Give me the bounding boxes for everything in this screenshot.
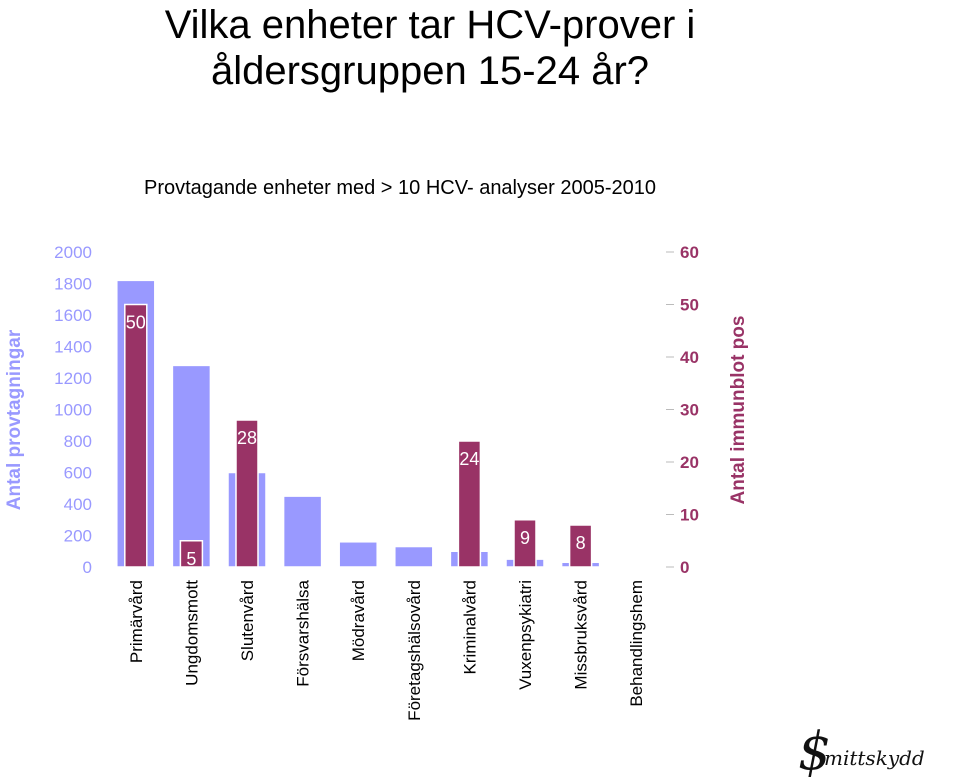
left-tick-label: 1600	[54, 306, 92, 325]
category-label: Primärvård	[127, 580, 146, 663]
bar-provtagningar	[616, 565, 656, 569]
bar-provtagningar	[338, 541, 378, 568]
left-axis: 0 200 400 600 800 1000 1200 1400 1600 1800 2000	[54, 243, 92, 577]
right-tick-label: 0	[680, 558, 689, 577]
right-axis: 0 10 20 30 40 50 60	[666, 243, 699, 577]
category-label: Slutenvård	[238, 580, 257, 661]
category-label: Mödravård	[349, 580, 368, 661]
page-title: Vilka enheter tar HCV-prover i åldersgru…	[0, 2, 860, 94]
immunblot-value-label: 9	[520, 528, 530, 548]
logo-symbol: $	[798, 722, 832, 782]
immunblot-value-label: 24	[459, 449, 479, 469]
right-tick-label: 10	[680, 506, 699, 525]
y-axis-label-right: Antal immunblot pos	[728, 316, 749, 505]
bar-immunblot	[179, 540, 204, 568]
bar-immunblot	[124, 303, 148, 568]
category-label: Ungdomsmott	[182, 580, 201, 686]
left-tick-label: 600	[64, 464, 92, 483]
category-label: Missbruksvård	[572, 580, 591, 690]
chart-title: Provtagande enheter med > 10 HCV- analys…	[144, 177, 656, 199]
y-axis-label-left: Antal provtagningar	[4, 329, 25, 510]
category-label: Behandlingshem	[627, 580, 646, 707]
title-line-2: åldersgruppen 15-24 år?	[210, 49, 650, 93]
bar-provtagningar	[394, 545, 434, 568]
bar-immunblot	[568, 524, 593, 568]
right-tick-label: 30	[680, 401, 699, 420]
smittskydd-logo: $ mittskydd	[796, 722, 946, 782]
immunblot-value-label: 8	[576, 533, 586, 553]
bar-provtagningar	[171, 364, 212, 568]
bar-immunblot	[457, 440, 482, 568]
category-label: Försvarshälsa	[294, 579, 313, 686]
bar-immunblot	[513, 519, 537, 568]
category-label: Företagshälsovård	[405, 580, 424, 721]
left-tick-label: 0	[83, 558, 92, 577]
title-line-1: Vilka enheter tar HCV-prover i	[164, 3, 696, 47]
right-tick-label: 50	[680, 296, 699, 315]
bar-immunblot	[235, 419, 259, 568]
left-tick-label: 800	[64, 432, 92, 451]
category-labels: Primärvård Ungdomsmott Slutenvård Försvarsh…	[127, 579, 646, 720]
category-label: Kriminalvård	[460, 580, 479, 674]
left-tick-label: 1000	[54, 401, 92, 420]
category-label: Vuxenpsykiatri	[516, 580, 535, 690]
immunblot-value-label: 5	[186, 549, 196, 569]
logo-text: mittskydd	[824, 746, 925, 770]
left-tick-label: 1200	[54, 369, 92, 388]
left-tick-label: 1400	[54, 338, 92, 357]
left-tick-label: 2000	[54, 243, 92, 262]
right-tick-label: 60	[680, 243, 699, 262]
immunblot-value-label: 28	[237, 428, 257, 448]
right-tick-label: 20	[680, 453, 699, 472]
left-tick-label: 400	[64, 495, 92, 514]
left-tick-label: 200	[64, 527, 92, 546]
right-tick-label: 40	[680, 348, 699, 367]
left-tick-label: 1800	[54, 275, 92, 294]
bar-provtagningar	[282, 495, 323, 568]
series-right-bars: 50 5 28 24 9 8	[124, 303, 593, 569]
immunblot-value-label: 50	[126, 313, 146, 333]
